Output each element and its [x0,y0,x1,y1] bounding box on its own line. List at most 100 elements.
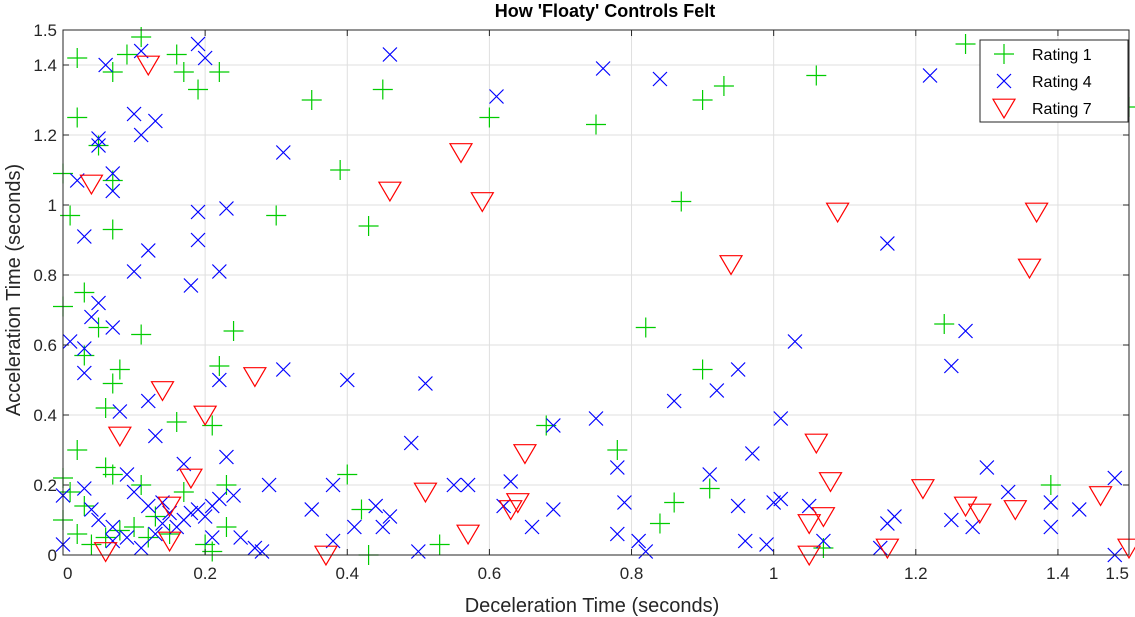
data-point-triangle-down [718,255,744,276]
data-point-triangle-down [797,514,822,535]
data-point-x [133,540,149,556]
data-point-x [91,512,106,528]
data-point-plus [479,107,500,128]
data-point-x [147,428,163,444]
y-tick-label: 1.5 [33,21,57,40]
data-point-plus [1040,475,1061,495]
data-point-x [155,495,170,510]
data-point-plus [116,44,137,65]
data-point-triangle-down [910,479,935,500]
data-point-triangle-down [505,493,530,514]
data-point-triangle-down [512,444,537,465]
data-point-x [979,460,995,475]
data-point-x [91,131,106,146]
data-point-x [84,502,99,517]
x-tick-label: 1.2 [904,564,928,583]
data-point-plus [692,359,713,380]
data-point-plus [102,464,123,485]
data-point-x [545,418,561,433]
data-point-plus [330,160,351,180]
data-point-x [460,477,476,493]
data-point-plus [635,317,656,338]
data-point-triangle-down [804,433,829,455]
data-point-plus [216,517,237,537]
data-point-plus [74,496,95,516]
data-point-plus [351,499,372,520]
data-point-x [247,540,263,556]
data-point-x [609,526,625,542]
data-point-x [773,411,789,426]
data-point-x [126,106,142,122]
data-point-x [76,341,92,356]
data-point-x [76,229,92,244]
data-point-x [368,498,384,514]
data-point-plus [124,517,145,537]
data-point-x [119,530,135,545]
data-point-triangle-down [818,472,843,493]
data-point-triangle-down [313,545,338,567]
data-point-x [183,278,199,293]
data-point-triangle-down [953,496,978,518]
data-point-plus [649,513,670,534]
y-tick-label: 0.6 [33,336,57,355]
data-point-x [965,519,981,535]
data-point-plus [934,314,955,334]
data-point-x [190,232,206,248]
data-point-x [304,502,320,517]
data-point-x [275,145,291,160]
y-tick-label: 0.2 [33,476,57,495]
data-point-plus [166,412,187,432]
data-point-triangle-down [1017,258,1042,280]
data-point-x [730,362,746,377]
data-point-plus [713,76,734,96]
legend-marker-triangle-down [991,98,1017,120]
y-tick-label: 0 [48,546,57,565]
data-point-x [737,533,753,549]
x-tick-label: 0.2 [193,564,217,583]
data-point-x [261,477,277,493]
data-point-plus [67,107,88,128]
data-point-x [759,537,774,552]
data-point-x [617,495,632,510]
data-point-x [325,477,341,493]
x-tick-label: 0.4 [335,564,359,583]
data-point-triangle-down [797,545,822,567]
legend: Rating 1 Rating 4 Rating 7 [979,39,1129,123]
data-point-x [147,113,163,129]
data-point-triangle-down [811,507,836,528]
data-point-triangle-down [136,55,161,77]
data-point-x [211,372,227,388]
data-point-x [69,173,85,188]
data-point-x [62,334,78,349]
data-point-x [204,530,220,545]
plot-area [63,30,1129,555]
data-point-plus [202,415,223,436]
data-point-x [382,47,398,62]
data-point-x [219,201,234,216]
data-point-x [730,498,746,514]
data-point-triangle-down [193,405,218,427]
data-point-plus [67,48,88,68]
data-point-triangle-down [967,503,992,525]
data-point-x [147,526,163,542]
data-point-plus [74,282,95,303]
data-point-x [418,376,433,391]
data-point-x [91,138,106,153]
data-point-triangle-down [377,181,402,203]
data-point-x [211,264,227,279]
data-point-x [140,393,156,409]
data-point-x [922,68,938,83]
data-point-plus [67,524,88,544]
data-point-triangle-down [157,531,182,553]
data-point-plus [173,62,194,82]
plot-frame [62,29,1130,556]
data-point-triangle-down [93,542,118,563]
data-point-plus [173,482,194,502]
data-point-x [346,519,362,535]
data-point-x [638,544,654,559]
y-tick-label: 1 [48,196,57,215]
data-point-x [140,243,156,258]
data-point-plus [88,317,109,338]
x-tick-label: 1.5 [1105,564,1129,583]
